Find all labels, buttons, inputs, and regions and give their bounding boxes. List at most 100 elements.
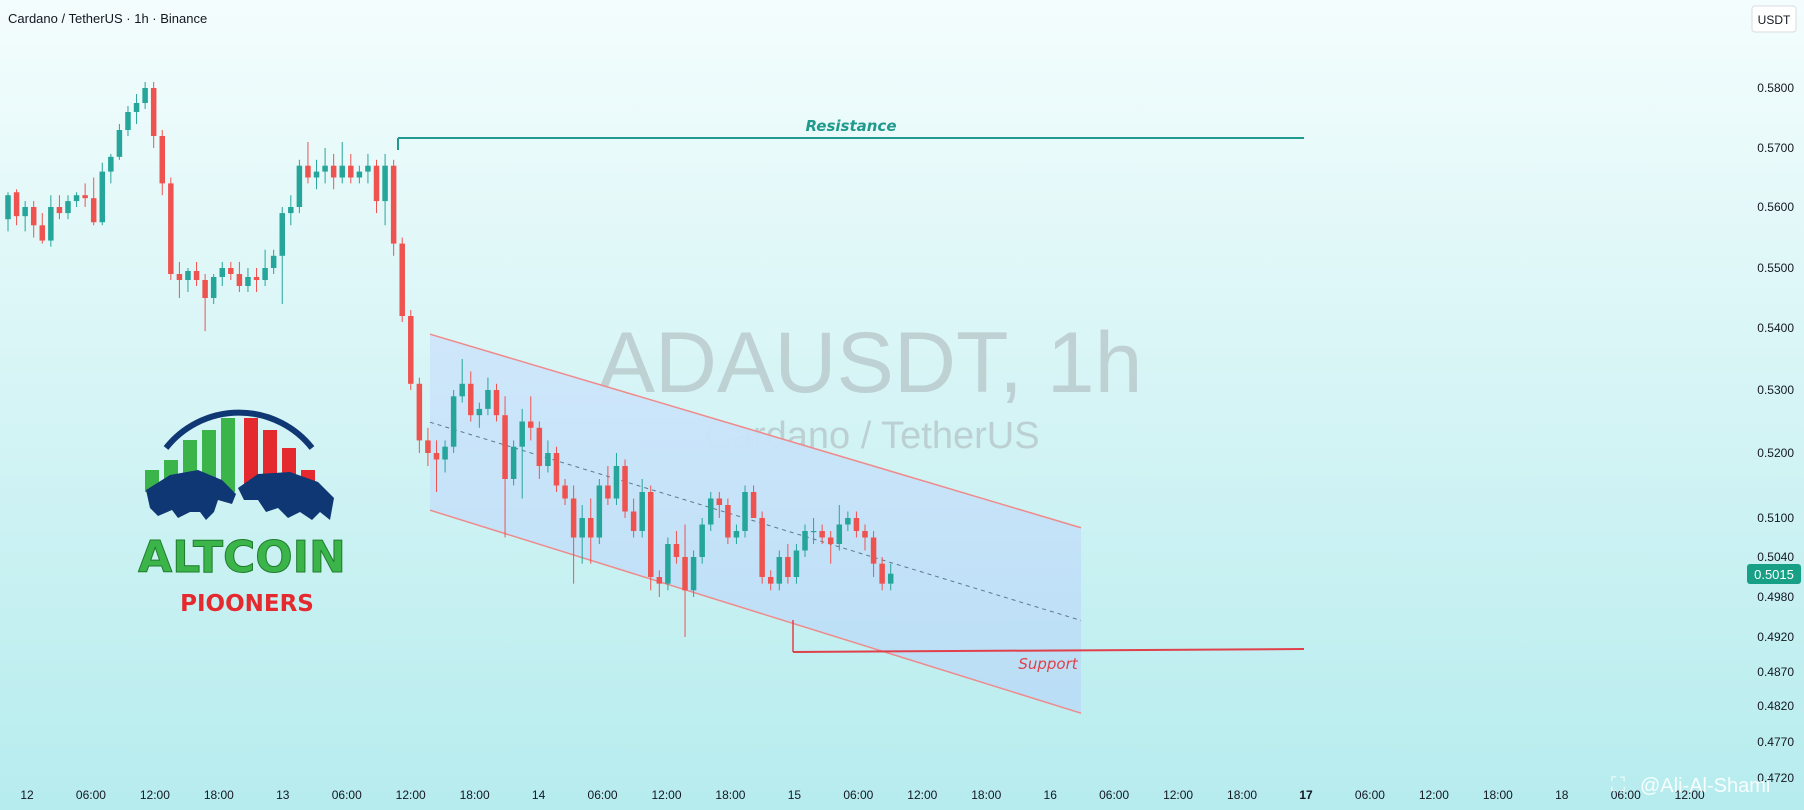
candle-body [22, 207, 28, 217]
channel-fill [430, 334, 1081, 714]
candle-body [528, 421, 534, 428]
time-tick-label: 17 [1299, 788, 1313, 802]
candle-body [279, 213, 285, 256]
support-label: Support [1018, 655, 1078, 673]
candle-body [13, 192, 20, 217]
time-tick-label: 12:00 [1163, 788, 1193, 802]
candles [5, 82, 894, 637]
candle [690, 550, 697, 597]
candle [168, 177, 174, 280]
candle [5, 192, 11, 232]
candle-body [570, 498, 577, 538]
candle [442, 440, 448, 473]
candle-body [185, 271, 191, 280]
candle-body [562, 485, 568, 499]
candle [270, 249, 277, 274]
candle [682, 524, 688, 637]
candle-body [39, 225, 46, 241]
candle [365, 153, 371, 184]
candle [90, 177, 97, 226]
candle-body [493, 390, 500, 416]
candle-body [82, 195, 88, 199]
candle [356, 165, 363, 184]
candle-body [536, 427, 543, 466]
candle-body [442, 446, 448, 460]
price-tick-label: 0.5500 [1757, 261, 1794, 275]
candle-body [519, 421, 525, 447]
candle-body [262, 268, 268, 280]
chart-title: Cardano / TetherUS · 1h · Binance [8, 11, 207, 26]
time-tick-label: 06:00 [1099, 788, 1129, 802]
candle-body [168, 183, 174, 274]
time-axis[interactable]: 12 06:00 12:00 18:00 13 06:00 12:00 18:00 14 06:0… [20, 788, 1705, 802]
candle [845, 511, 851, 531]
candle-body [819, 531, 825, 538]
candle [39, 213, 46, 244]
candle-body [476, 408, 483, 416]
candle [553, 446, 560, 492]
candle [510, 440, 517, 486]
candle-body [845, 518, 851, 525]
candle [459, 359, 465, 403]
candle [613, 453, 620, 505]
candle-body [416, 383, 423, 441]
channel-upper-line [429, 333, 1082, 529]
candle [245, 268, 251, 292]
candle [879, 557, 885, 591]
candle [536, 421, 543, 479]
candle-body [639, 492, 645, 531]
candle-body [887, 573, 894, 584]
candle [433, 440, 440, 492]
time-tick-label: 06:00 [588, 788, 618, 802]
candle-body [699, 524, 705, 557]
candle [56, 195, 63, 220]
candle-body [630, 511, 637, 531]
candle-body [210, 277, 217, 298]
candle-body [459, 383, 465, 397]
candle-body [65, 201, 71, 214]
time-tick-label: 18 [1555, 788, 1569, 802]
candle-body [862, 531, 868, 538]
bear-icon [238, 472, 334, 520]
candle-body [228, 268, 234, 274]
candle [185, 268, 191, 292]
candle-body [90, 198, 97, 223]
candle-body [468, 383, 474, 416]
support-line[interactable] [792, 648, 1305, 653]
time-tick-label: 12:00 [651, 788, 681, 802]
candle-body [510, 446, 517, 479]
candle [210, 274, 217, 304]
candle [125, 106, 131, 136]
price-tick-label: 0.5600 [1757, 200, 1794, 214]
candle [108, 153, 114, 184]
candle [707, 492, 714, 531]
candle-body [236, 274, 243, 286]
candle [159, 130, 166, 196]
price-axis[interactable]: 0.5800 0.5700 0.5600 0.5500 0.5400 0.5300 0.52… [1757, 81, 1794, 785]
candle-body [390, 165, 397, 244]
candle-body [836, 524, 843, 544]
time-tick-label: 12:00 [140, 788, 170, 802]
candle-body [159, 136, 166, 184]
candle [545, 440, 551, 473]
candle [399, 237, 405, 322]
logo-subtitle: PIOONERS [180, 591, 314, 617]
candle [476, 402, 483, 428]
time-tick-label: 06:00 [1611, 788, 1641, 802]
candle [30, 201, 37, 238]
candle-body [759, 518, 765, 577]
candle-body [313, 171, 320, 178]
channel-lower-line [429, 509, 1082, 714]
candle-body [802, 531, 808, 551]
candle-body [588, 518, 594, 538]
candle [630, 498, 637, 538]
candle [116, 124, 123, 160]
candle [742, 485, 748, 538]
time-tick-label: 12:00 [1419, 788, 1449, 802]
candle [750, 485, 757, 518]
candle-body [408, 316, 414, 384]
candle [279, 207, 285, 304]
currency-label[interactable]: USDT [1751, 5, 1797, 33]
